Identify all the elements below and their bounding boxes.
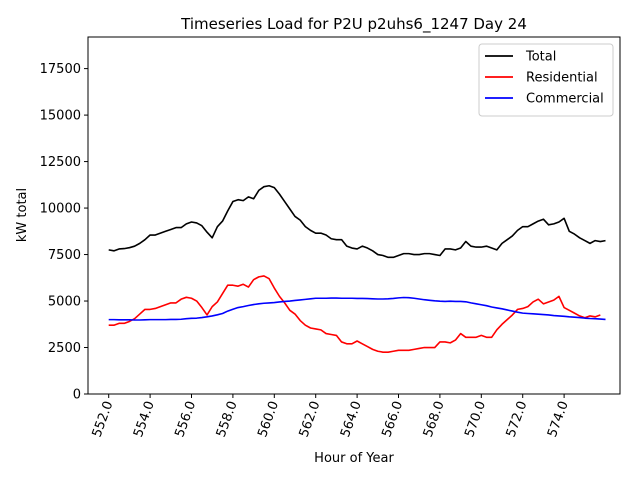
y-tick-label: 5000: [48, 295, 81, 310]
x-axis-label: Hour of Year: [314, 451, 394, 466]
chart-title: Timeseries Load for P2U p2uhs6_1247 Day …: [180, 15, 527, 34]
x-tick-label: 572.0: [504, 399, 531, 439]
series-line-commercial: [108, 296, 606, 321]
legend-label-commercial: Commercial: [526, 92, 604, 107]
x-tick-label: 552.0: [90, 399, 117, 439]
y-tick-label: 17500: [40, 62, 81, 77]
x-tick-label: 562.0: [297, 399, 324, 439]
plot-frame: [87, 36, 621, 395]
y-axis-label: kW total: [15, 188, 30, 242]
x-tick-label: 556.0: [172, 399, 199, 439]
x-tick-label: 568.0: [421, 399, 448, 439]
y-tick-label: 12500: [40, 155, 81, 170]
series-line-residential: [108, 275, 601, 353]
y-tick-label: 10000: [40, 202, 81, 217]
series-layer: [108, 184, 606, 353]
x-tick-label: 560.0: [255, 399, 282, 439]
series-line-total: [108, 184, 606, 259]
y-tick-label: 15000: [40, 109, 81, 124]
y-tick-label: 0: [73, 388, 81, 403]
x-tick-label: 570.0: [462, 399, 489, 439]
x-tick-label: 574.0: [545, 399, 572, 439]
legend-label-residential: Residential: [526, 71, 598, 86]
plot-area: [87, 36, 621, 395]
x-tick-label: 558.0: [214, 399, 241, 439]
x-tick-label: 564.0: [338, 399, 365, 439]
y-tick-label: 7500: [48, 248, 81, 263]
x-tick-label: 566.0: [379, 399, 406, 439]
legend: Total Residential Commercial: [478, 43, 614, 117]
x-axis: 552.0 554.0 556.0 558.0 560.0 562.0 564.0 566.0…: [90, 394, 572, 439]
y-tick-label: 2500: [48, 341, 81, 356]
x-tick-label: 554.0: [131, 399, 158, 439]
y-axis: 0 2500 5000 7500 10000 12500 15000 17500: [40, 62, 88, 403]
legend-label-total: Total: [525, 50, 556, 65]
